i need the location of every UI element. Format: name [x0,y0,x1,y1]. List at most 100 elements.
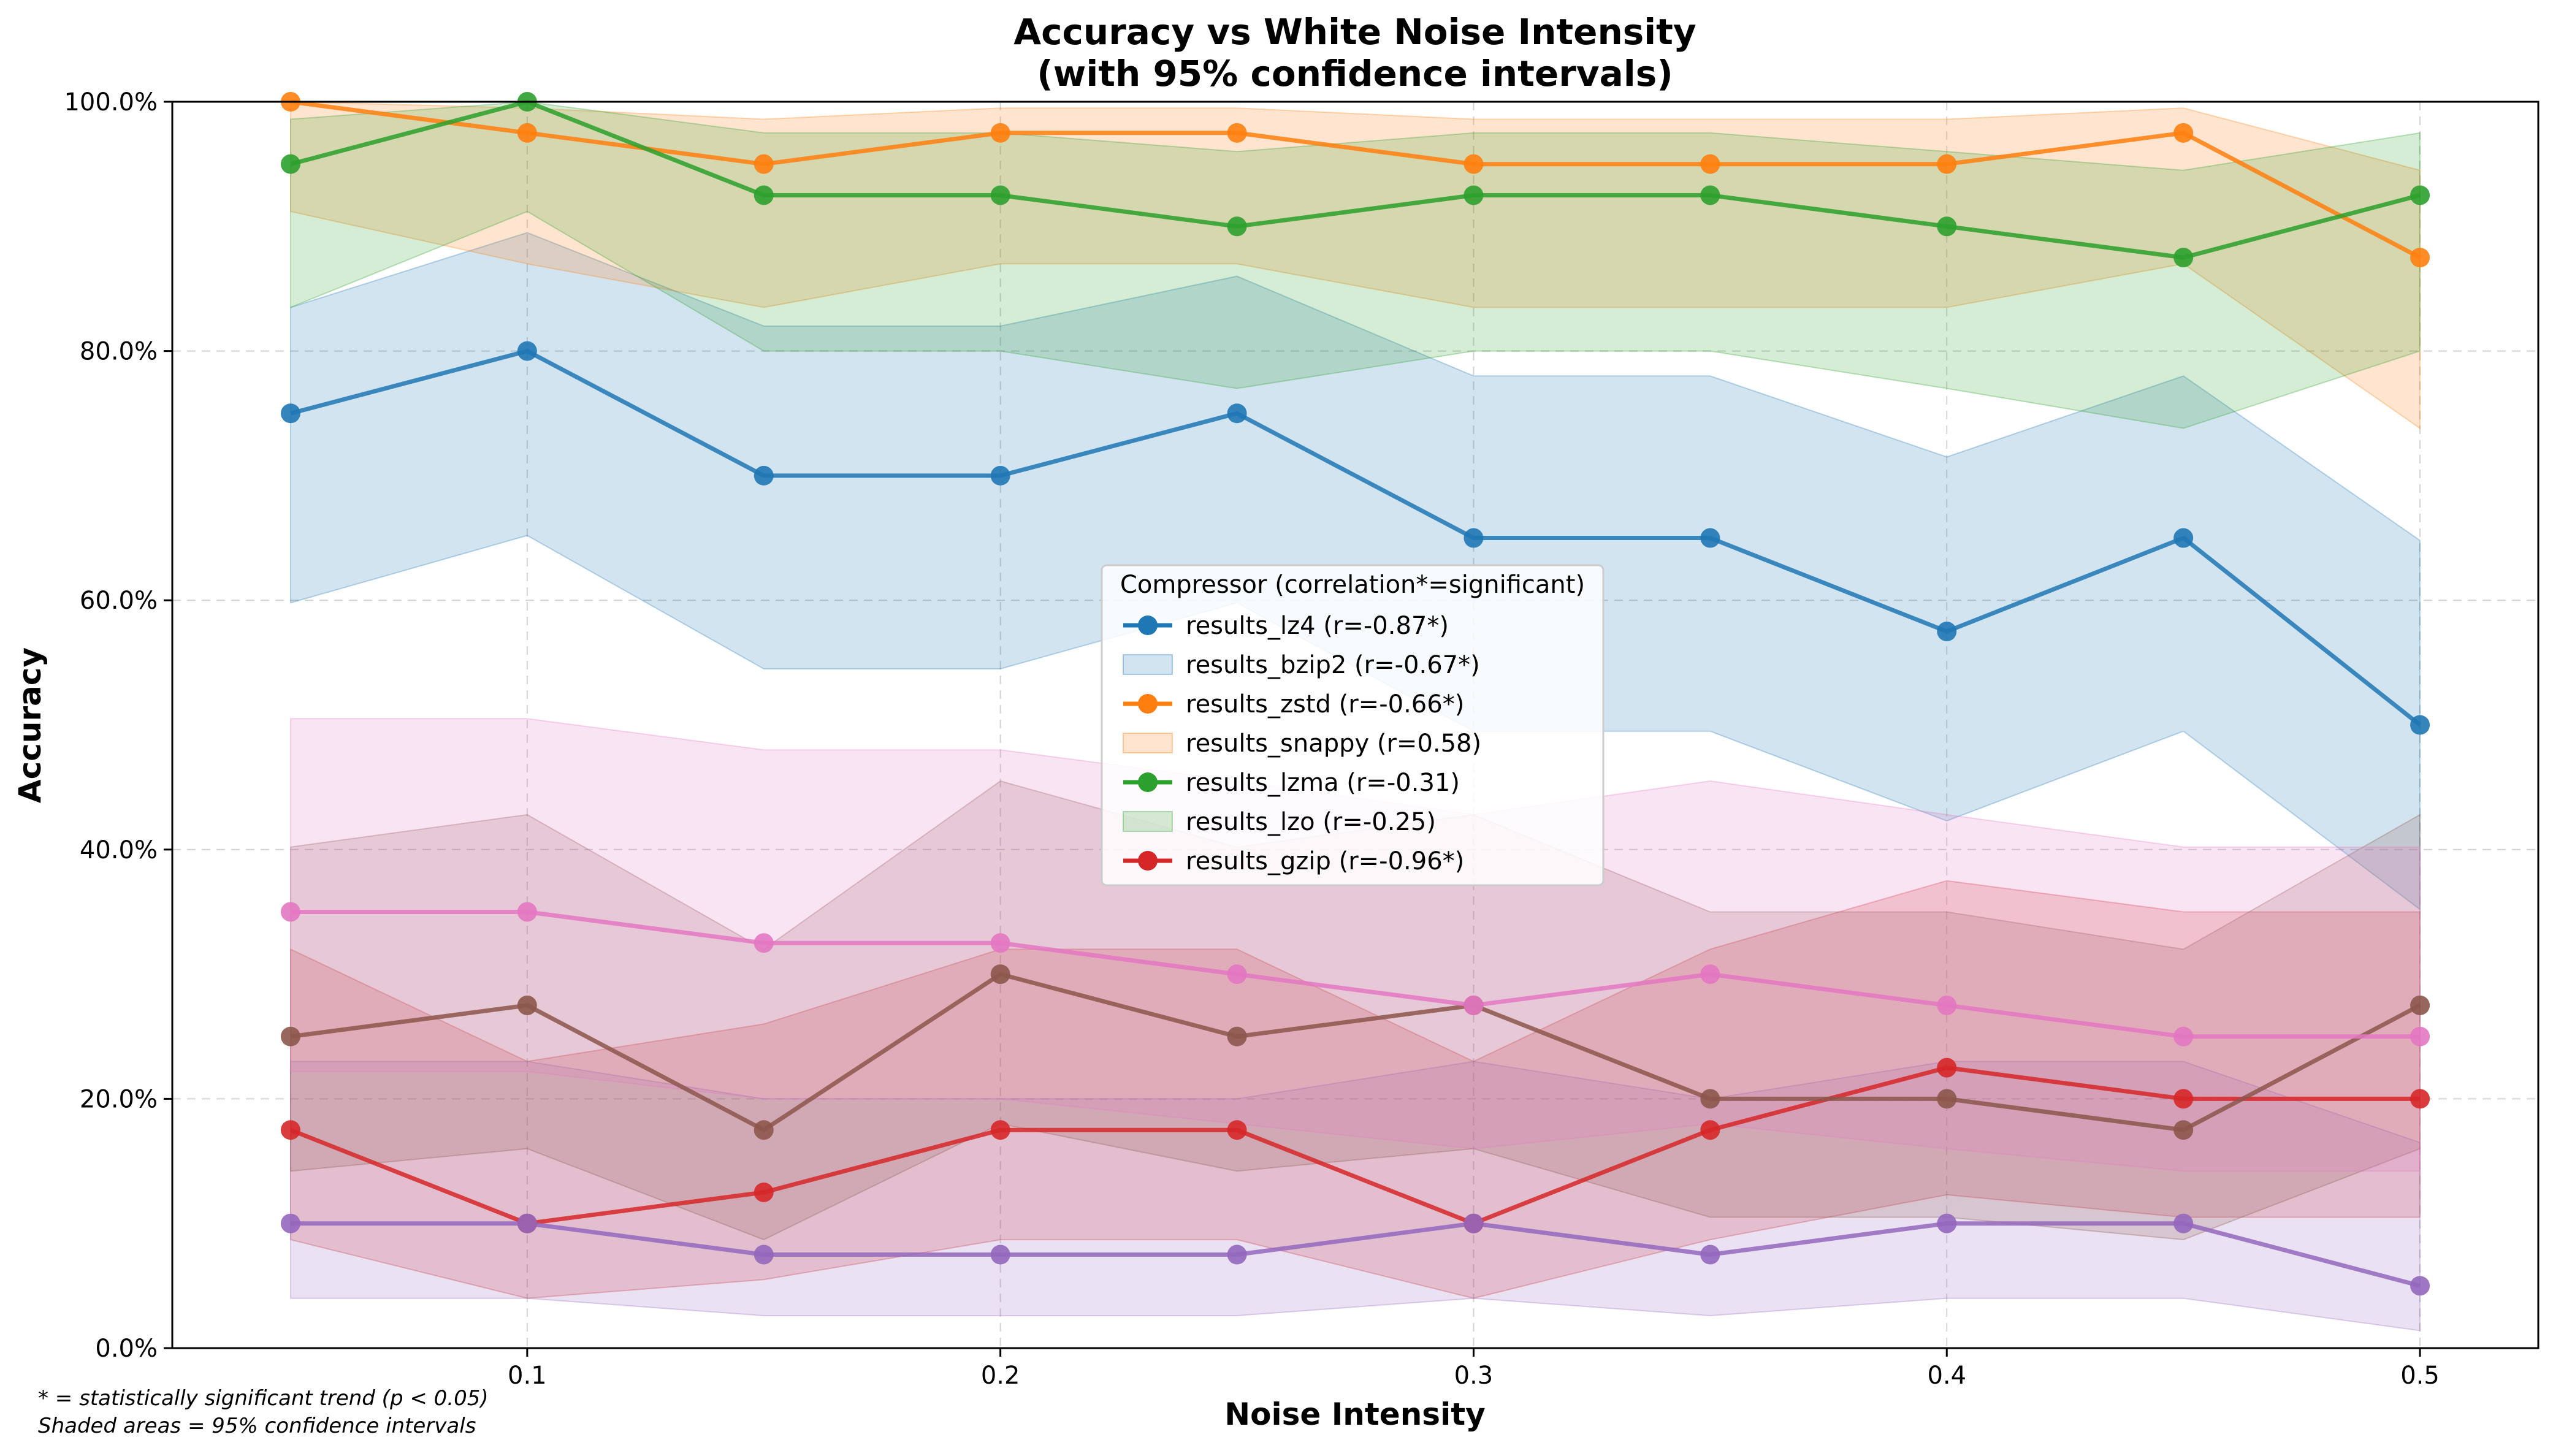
y-axis-label: Accuracy [12,647,48,803]
legend-label: results_gzip (r=-0.96*) [1186,847,1464,875]
data-point [2173,528,2194,548]
data-point [1937,622,1957,642]
x-tick-label: 0.3 [1454,1362,1494,1390]
series-line [290,972,2421,1132]
footnote-shading: Shaded areas = 95% confidence intervals [38,1414,476,1438]
y-tick-label: 60.0% [80,587,158,615]
data-point [1463,528,1484,548]
data-point [2410,1089,2430,1109]
data-point [1700,185,1720,205]
data-point [280,1213,300,1233]
data-point [754,465,774,486]
y-tick-label: 80.0% [80,338,158,366]
x-tick-label: 0.1 [508,1362,547,1390]
series-line [289,1065,2420,1226]
data-point [2410,248,2430,268]
data-point [1227,216,1247,237]
data-point [1227,403,1247,424]
series-lines [289,99,2422,1288]
data-point [990,933,1010,953]
data-point [990,1120,1010,1140]
series-line [291,910,2420,1039]
data-point [754,933,774,953]
data-point [1227,1244,1247,1265]
legend-label: results_lz4 (r=-0.87*) [1186,612,1449,640]
data-point [1463,154,1484,174]
data-point [2410,1026,2430,1046]
data-point [1227,123,1247,143]
data-point [517,123,537,143]
data-point [1227,1026,1247,1046]
legend-marker [1138,772,1158,792]
data-point [2173,123,2194,143]
data-point [754,1182,774,1202]
data-point [754,154,774,174]
series-line [290,99,2421,260]
data-point [1463,1213,1484,1233]
series-line [291,1221,2421,1288]
data-point [1227,1120,1247,1140]
data-point [1227,964,1247,985]
legend-label: results_lzo (r=-0.25) [1186,808,1436,836]
data-point [517,995,537,1015]
data-point [990,1244,1010,1265]
data-point [2173,1026,2194,1046]
y-tick-label: 0.0% [95,1335,158,1363]
confidence-band [290,1061,2421,1332]
y-tick-label: 40.0% [80,836,158,864]
y-tick-label: 20.0% [80,1085,158,1113]
data-point [280,403,300,424]
legend-band-swatch [1123,811,1173,832]
footnote-significance: * = statistically significant trend (p <… [38,1386,489,1411]
series-points [280,92,2430,1296]
data-point [280,154,300,174]
data-point [1937,1058,1957,1078]
legend-marker [1138,694,1158,714]
legend-band-swatch [1123,733,1173,753]
data-point [2410,1276,2430,1296]
data-point [990,185,1010,205]
legend-marker [1138,616,1158,635]
data-point [2410,995,2430,1015]
y-axis-ticks: 0.0% 20.0% 40.0% 60.0% 80.0% 100.0% [64,88,172,1363]
data-point [1937,1089,1957,1109]
x-axis-ticks: 0.1 0.2 0.3 0.4 0.5 [508,1348,2440,1390]
legend-box [1101,564,1605,886]
data-point [754,1120,774,1140]
data-point [990,123,1010,143]
confidence-band [290,718,2421,1172]
data-point [2410,185,2430,205]
legend-title: Compressor (correlation*=significant) [1120,571,1585,599]
data-point [280,1026,300,1046]
data-point [517,341,537,361]
data-point [2173,248,2194,268]
data-point [990,465,1010,486]
data-point [2173,1120,2194,1140]
legend-entries: results_lz4 (r=-0.87*) results_bzip2 (r=-… [1123,612,1481,875]
confidence-band [290,101,2421,429]
legend-band-swatch [1123,654,1173,675]
chart-subtitle: (with 95% confidence intervals) [1037,53,1673,94]
data-point [1700,154,1720,174]
data-point [517,1213,537,1233]
data-point [1463,185,1484,205]
data-point [1937,1213,1957,1233]
confidence-band [290,780,2421,1241]
data-point [1700,1244,1720,1265]
legend-label: results_snappy (r=0.58) [1186,730,1481,758]
series-line [290,349,2422,727]
chart-title: Accuracy vs White Noise Intensity [1013,11,1696,53]
data-point [1937,995,1957,1015]
data-point [1937,216,1957,237]
data-point [1700,1089,1720,1109]
legend-label: results_bzip2 (r=-0.67*) [1186,651,1480,679]
data-point [280,1120,300,1140]
legend-label: results_zstd (r=-0.66*) [1186,690,1464,718]
data-point [2173,1089,2194,1109]
plot-frame [171,101,2540,1349]
data-point [1700,528,1720,548]
data-point [280,902,300,922]
x-tick-label: 0.5 [2400,1362,2440,1390]
legend: Compressor (correlation*=significant) re… [1101,564,1605,886]
